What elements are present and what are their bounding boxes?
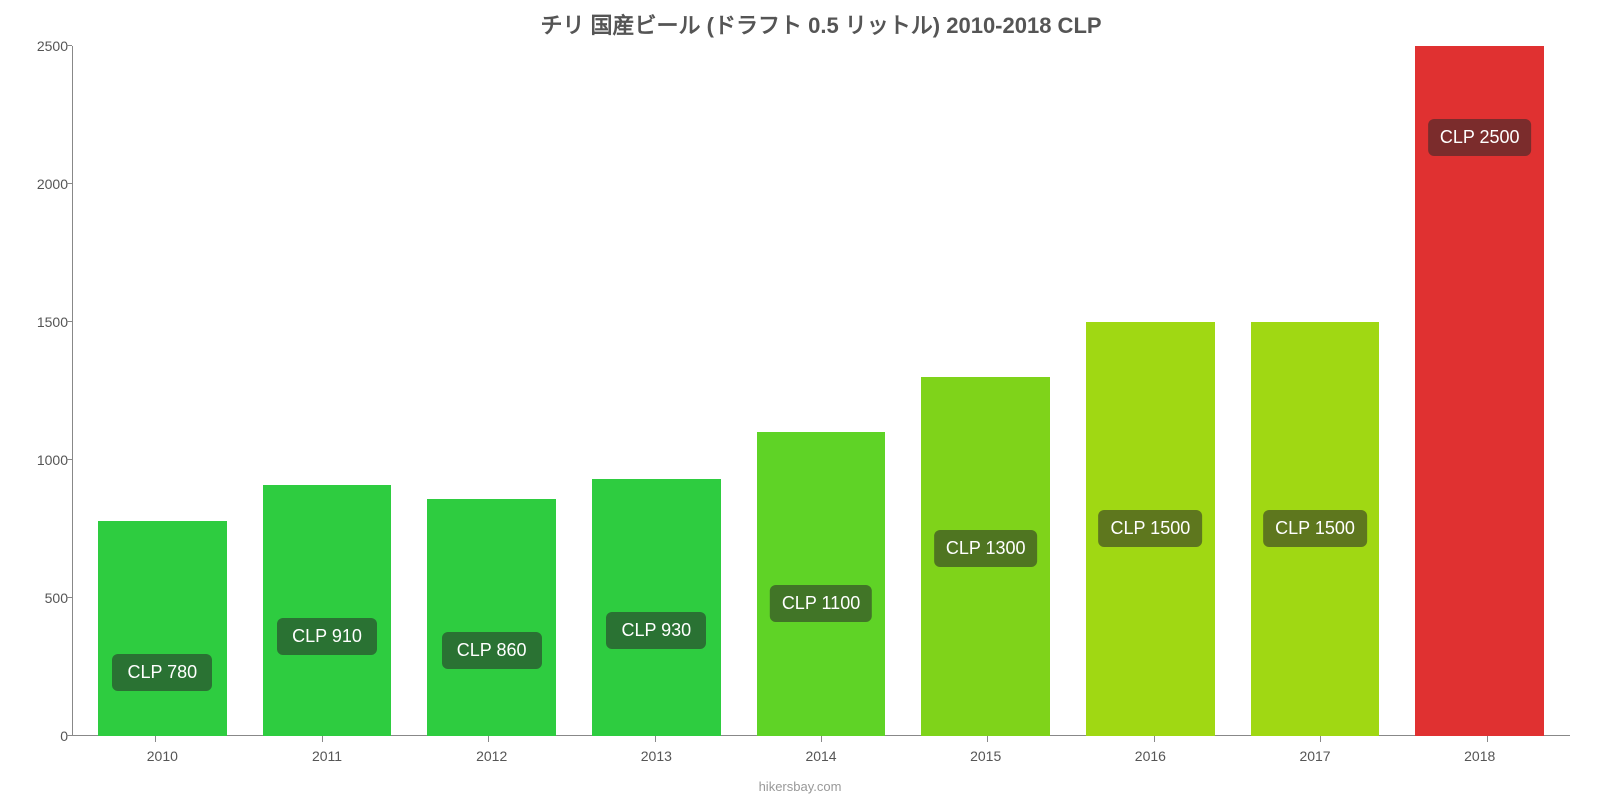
bar bbox=[592, 479, 720, 736]
x-tick-mark bbox=[1487, 736, 1488, 742]
bar-slot: CLP 1300 bbox=[903, 46, 1068, 736]
y-axis: 05001000150020002500 bbox=[20, 46, 68, 736]
bar bbox=[263, 485, 391, 736]
x-tick-mark bbox=[1320, 736, 1321, 742]
bar bbox=[98, 521, 226, 736]
x-tick-label: 2013 bbox=[574, 748, 739, 764]
bar-value-label: CLP 860 bbox=[442, 632, 542, 669]
x-tick-label: 2012 bbox=[409, 748, 574, 764]
x-tick-label: 2015 bbox=[903, 748, 1068, 764]
y-tick-label: 0 bbox=[20, 728, 68, 744]
bar-slot: CLP 910 bbox=[245, 46, 410, 736]
bar-value-label: CLP 2500 bbox=[1428, 119, 1532, 156]
bar-value-label: CLP 910 bbox=[277, 618, 377, 655]
x-tick-mark bbox=[322, 736, 323, 742]
watermark: hikersbay.com bbox=[0, 779, 1600, 794]
bar-slot: CLP 1500 bbox=[1233, 46, 1398, 736]
x-tick-mark bbox=[655, 736, 656, 742]
bar-slot: CLP 780 bbox=[80, 46, 245, 736]
y-tick-label: 1000 bbox=[20, 452, 68, 468]
x-tick-mark bbox=[155, 736, 156, 742]
x-tick-mark bbox=[488, 736, 489, 742]
x-tick-label: 2011 bbox=[245, 748, 410, 764]
x-tick-mark bbox=[1154, 736, 1155, 742]
bar-slot: CLP 1500 bbox=[1068, 46, 1233, 736]
x-tick-mark bbox=[821, 736, 822, 742]
y-tick-label: 2000 bbox=[20, 176, 68, 192]
bar-value-label: CLP 930 bbox=[606, 612, 706, 649]
bar-value-label: CLP 780 bbox=[112, 654, 212, 691]
chart-container: チリ 国産ビール (ドラフト 0.5 リットル) 2010-2018 CLP 0… bbox=[0, 0, 1600, 800]
x-axis-labels: 201020112012201320142015201620172018 bbox=[72, 748, 1570, 764]
x-tick-label: 2010 bbox=[80, 748, 245, 764]
bars-area: CLP 780 CLP 910 CLP 860 CLP 930 CLP 1100 CLP … bbox=[72, 46, 1570, 736]
bar-slot: CLP 860 bbox=[409, 46, 574, 736]
bar-slot: CLP 2500 bbox=[1397, 46, 1562, 736]
bar-slot: CLP 930 bbox=[574, 46, 739, 736]
y-tick-label: 500 bbox=[20, 590, 68, 606]
bar-value-label: CLP 1300 bbox=[934, 530, 1038, 567]
x-tick-label: 2017 bbox=[1233, 748, 1398, 764]
plot-area: 05001000150020002500 CLP 780CLP 910CLP 8… bbox=[72, 46, 1570, 736]
bar bbox=[427, 499, 555, 736]
bar-slot: CLP 1100 bbox=[739, 46, 904, 736]
x-tick-label: 2016 bbox=[1068, 748, 1233, 764]
chart-title: チリ 国産ビール (ドラフト 0.5 リットル) 2010-2018 CLP bbox=[72, 8, 1570, 40]
y-tick-label: 2500 bbox=[20, 38, 68, 54]
x-tick-label: 2014 bbox=[739, 748, 904, 764]
y-tick-label: 1500 bbox=[20, 314, 68, 330]
x-tick-mark bbox=[987, 736, 988, 742]
bar-value-label: CLP 1100 bbox=[770, 585, 872, 622]
x-tick-label: 2018 bbox=[1397, 748, 1562, 764]
bar bbox=[757, 432, 885, 736]
bar-value-label: CLP 1500 bbox=[1098, 510, 1202, 547]
bar-value-label: CLP 1500 bbox=[1263, 510, 1367, 547]
